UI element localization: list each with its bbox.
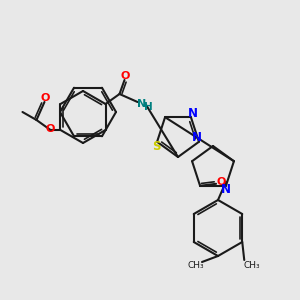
Text: N: N [221,183,231,196]
Text: CH₃: CH₃ [244,262,261,271]
Text: N: N [137,99,146,109]
Text: H: H [144,102,153,112]
Text: O: O [46,124,55,134]
Text: N: N [188,107,198,120]
Text: O: O [216,177,226,187]
Text: CH₃: CH₃ [188,260,204,269]
Text: S: S [152,140,160,153]
Text: O: O [121,71,130,81]
Text: N: N [192,131,202,144]
Text: O: O [41,93,50,103]
